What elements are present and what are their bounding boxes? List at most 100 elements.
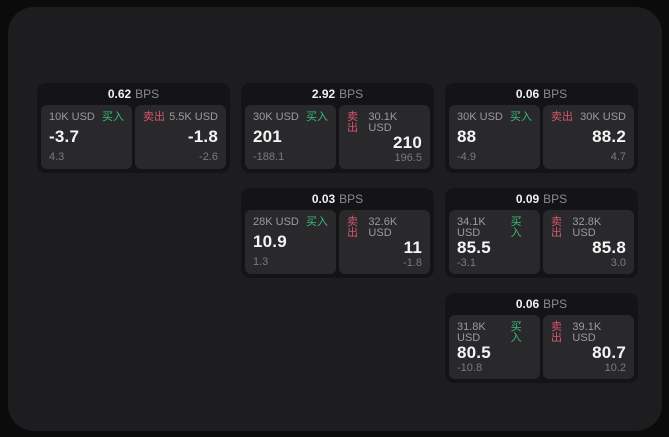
- sell-change: 196.5: [394, 151, 422, 164]
- buy-change: 1.3: [253, 256, 269, 268]
- buy-change: -3.1: [457, 256, 476, 269]
- bps-header: 0.06 BPS: [449, 83, 634, 105]
- sell-amount: 5.5K USD: [169, 111, 218, 123]
- bps-header: 0.03 BPS: [245, 188, 430, 210]
- buy-label: 买入: [306, 111, 328, 123]
- sell-amount: 30K USD: [580, 111, 626, 123]
- quote-card: 0.06 BPS 30K USD 买入 88 -4.9 卖出 30K USD: [445, 83, 638, 173]
- sell-panel[interactable]: 卖出 30.1K USD 210 196.5: [339, 105, 430, 169]
- bps-unit: BPS: [543, 87, 568, 101]
- bps-header: 2.92 BPS: [245, 83, 430, 105]
- sell-price: -1.8: [187, 127, 218, 147]
- quote-card: 0.62 BPS 10K USD 买入 -3.7 4.3 卖出 5.5K USD: [37, 83, 230, 173]
- app-window: 0.62 BPS 10K USD 买入 -3.7 4.3 卖出 5.5K USD: [8, 7, 662, 431]
- sell-change: 4.7: [610, 151, 626, 163]
- buy-change: -188.1: [253, 151, 285, 163]
- bps-value: 0.06: [515, 87, 540, 101]
- sell-change: -1.8: [403, 256, 422, 269]
- bps-unit: BPS: [135, 87, 160, 101]
- sell-panel[interactable]: 卖出 32.6K USD 11 -1.8: [339, 210, 430, 274]
- quote-card: 0.09 BPS 34.1K USD 买入 85.5 -3.1 卖出 32.8K…: [445, 188, 638, 278]
- sell-amount: 32.6K USD: [368, 216, 398, 239]
- buy-label: 买入: [510, 111, 532, 123]
- sell-label: 卖出: [551, 216, 562, 239]
- sell-label: 卖出: [143, 111, 165, 123]
- buy-amount: 30K USD: [253, 111, 299, 123]
- sell-panel-top: 卖出 5.5K USD: [143, 112, 218, 123]
- sell-price: 80.7: [592, 343, 626, 362]
- buy-panel-top: 30K USD 买入: [253, 112, 328, 123]
- quote-panels: 10K USD 买入 -3.7 4.3 卖出 5.5K USD -1.8 -2.…: [41, 105, 226, 169]
- sell-amount: 32.8K USD: [572, 216, 602, 239]
- sell-amount: 30.1K USD: [368, 111, 398, 134]
- buy-label: 买入: [510, 216, 522, 239]
- sell-price: 88.2: [592, 127, 626, 147]
- sell-panel-top: 卖出 32.6K USD: [347, 217, 422, 239]
- buy-price: 80.5: [457, 343, 491, 362]
- sell-panel[interactable]: 卖出 32.8K USD 85.8 3.0: [543, 210, 634, 274]
- bps-value: 0.09: [515, 192, 540, 206]
- buy-amount: 31.8K USD: [457, 321, 486, 344]
- buy-panel[interactable]: 30K USD 买入 88 -4.9: [449, 105, 540, 169]
- sell-price: 210: [393, 133, 422, 152]
- bps-unit: BPS: [339, 192, 364, 206]
- sell-label: 卖出: [347, 111, 358, 134]
- bps-unit: BPS: [339, 87, 364, 101]
- buy-amount: 10K USD: [49, 111, 95, 123]
- buy-panel-top: 31.8K USD 买入: [457, 322, 532, 344]
- quote-card: 0.03 BPS 28K USD 买入 10.9 1.3 卖出 32.6K US…: [241, 188, 434, 278]
- quote-panels: 31.8K USD 买入 80.5 -10.8 卖出 39.1K USD 80.…: [449, 315, 634, 379]
- buy-panel[interactable]: 30K USD 买入 201 -188.1: [245, 105, 336, 169]
- buy-panel[interactable]: 34.1K USD 买入 85.5 -3.1: [449, 210, 540, 274]
- quote-grid: 0.62 BPS 10K USD 买入 -3.7 4.3 卖出 5.5K USD: [37, 83, 638, 383]
- sell-price: 11: [403, 238, 422, 257]
- sell-panel[interactable]: 卖出 30K USD 88.2 4.7: [543, 105, 634, 169]
- bps-header: 0.06 BPS: [449, 293, 634, 315]
- quote-card: 2.92 BPS 30K USD 买入 201 -188.1 卖出 30.1K …: [241, 83, 434, 173]
- buy-panel[interactable]: 28K USD 买入 10.9 1.3: [245, 210, 336, 274]
- sell-panel-top: 卖出 39.1K USD: [551, 322, 626, 344]
- buy-label: 买入: [306, 216, 328, 228]
- buy-price: 201: [253, 127, 282, 147]
- buy-change: -10.8: [457, 361, 483, 374]
- buy-price: -3.7: [49, 127, 80, 147]
- sell-panel[interactable]: 卖出 5.5K USD -1.8 -2.6: [135, 105, 226, 169]
- bps-value: 2.92: [311, 87, 336, 101]
- buy-amount: 30K USD: [457, 111, 503, 123]
- quote-panels: 28K USD 买入 10.9 1.3 卖出 32.6K USD 11 -1.8: [245, 210, 430, 274]
- buy-panel-top: 30K USD 买入: [457, 112, 532, 123]
- bps-value: 0.62: [107, 87, 132, 101]
- buy-panel-top: 34.1K USD 买入: [457, 217, 532, 239]
- buy-label: 买入: [510, 321, 522, 344]
- bps-value: 0.03: [311, 192, 336, 206]
- buy-price: 88: [457, 127, 477, 147]
- buy-amount: 34.1K USD: [457, 216, 486, 239]
- buy-panel-top: 10K USD 买入: [49, 112, 124, 123]
- quote-panels: 30K USD 买入 88 -4.9 卖出 30K USD 88.2 4.7: [449, 105, 634, 169]
- buy-amount: 28K USD: [253, 216, 299, 228]
- sell-label: 卖出: [551, 111, 573, 123]
- buy-panel[interactable]: 10K USD 买入 -3.7 4.3: [41, 105, 132, 169]
- buy-price: 85.5: [457, 238, 491, 257]
- buy-label: 买入: [102, 111, 124, 123]
- sell-price: 85.8: [592, 238, 626, 257]
- quote-card: 0.06 BPS 31.8K USD 买入 80.5 -10.8 卖出 39.1…: [445, 293, 638, 383]
- sell-change: -2.6: [199, 151, 218, 163]
- sell-label: 卖出: [347, 216, 358, 239]
- sell-panel-top: 卖出 30K USD: [551, 112, 626, 123]
- quote-panels: 30K USD 买入 201 -188.1 卖出 30.1K USD 210 1…: [245, 105, 430, 169]
- sell-panel[interactable]: 卖出 39.1K USD 80.7 10.2: [543, 315, 634, 379]
- buy-panel-top: 28K USD 买入: [253, 217, 328, 228]
- buy-price: 10.9: [253, 232, 287, 252]
- bps-header: 0.62 BPS: [41, 83, 226, 105]
- bps-header: 0.09 BPS: [449, 188, 634, 210]
- quote-panels: 34.1K USD 买入 85.5 -3.1 卖出 32.8K USD 85.8…: [449, 210, 634, 274]
- sell-amount: 39.1K USD: [572, 321, 602, 344]
- sell-panel-top: 卖出 32.8K USD: [551, 217, 626, 239]
- sell-panel-top: 卖出 30.1K USD: [347, 112, 422, 134]
- bps-value: 0.06: [515, 297, 540, 311]
- sell-label: 卖出: [551, 321, 562, 344]
- bps-unit: BPS: [543, 297, 568, 311]
- buy-change: 4.3: [49, 151, 65, 163]
- buy-panel[interactable]: 31.8K USD 买入 80.5 -10.8: [449, 315, 540, 379]
